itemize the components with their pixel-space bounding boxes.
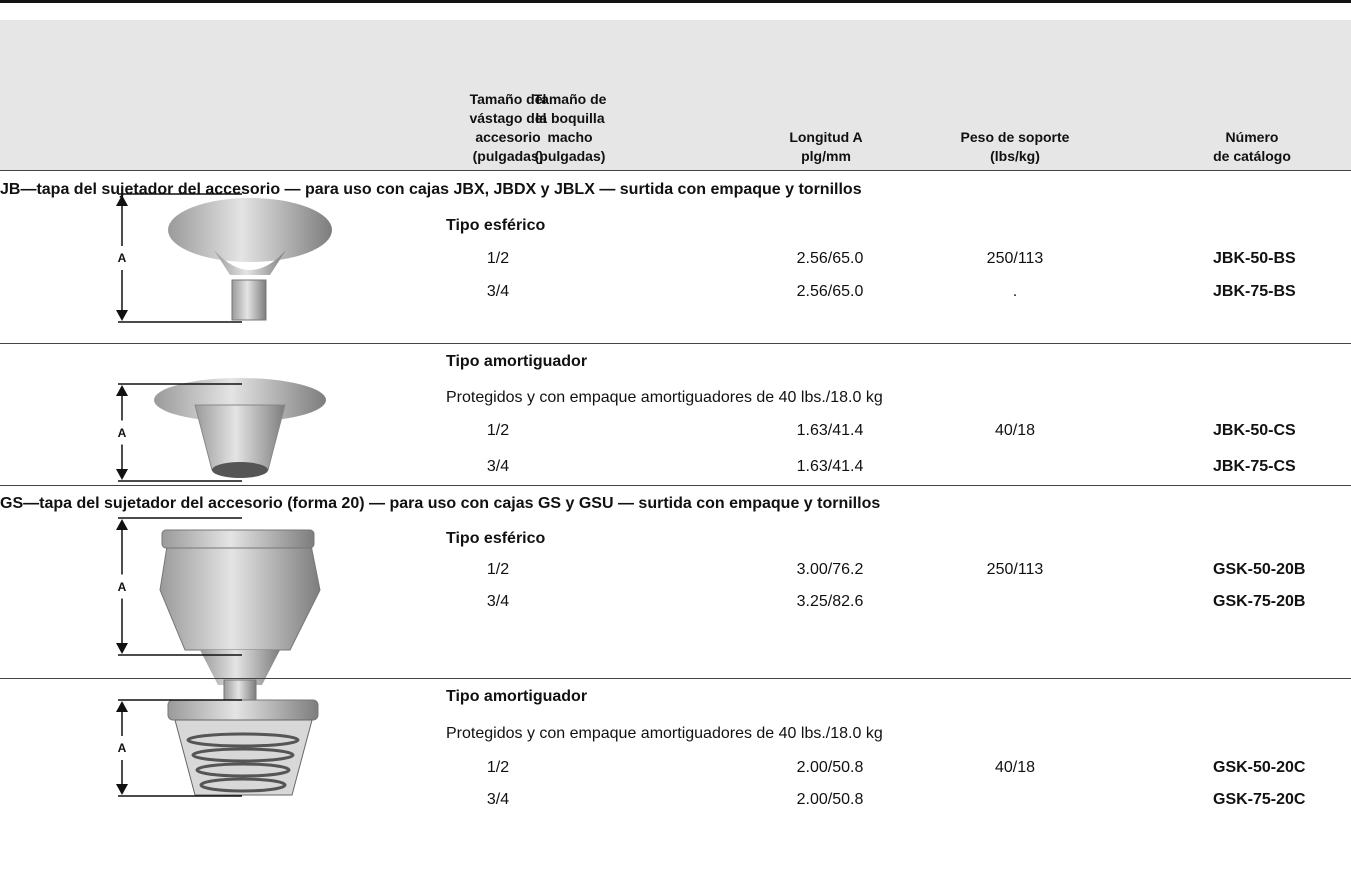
group-type: Tipo esférico — [446, 217, 546, 234]
group-type: Tipo amortiguador — [446, 353, 588, 370]
size: 1/2 — [486, 759, 510, 776]
dimension-mark — [116, 701, 128, 712]
length: 1.63/41.4 — [796, 422, 864, 439]
section-title: GS—tapa del sujetador del accesorio (for… — [0, 495, 881, 512]
top-rule — [0, 0, 1351, 3]
header-cell: accesorio — [475, 129, 541, 145]
group-note: Protegidos y con empaque amortiguadores … — [446, 725, 883, 742]
header-cell: Tamaño de — [533, 91, 607, 107]
catalog-number: GSK-75-20C — [1213, 791, 1306, 808]
size: 3/4 — [486, 283, 510, 300]
header-cell: de catálogo — [1213, 148, 1291, 164]
header-cell: Número — [1225, 129, 1279, 145]
length: 2.56/65.0 — [796, 283, 864, 300]
dimension-mark — [116, 469, 128, 480]
catalog-number: GSK-50-20B — [1213, 561, 1306, 578]
dimension-mark — [116, 310, 128, 321]
weight: 40/18 — [994, 759, 1036, 776]
dimension-mark — [116, 519, 128, 530]
length: 2.56/65.0 — [796, 250, 864, 267]
dimension-label: A — [117, 425, 127, 440]
size: 3/4 — [486, 791, 510, 808]
length: 2.00/50.8 — [796, 759, 864, 776]
length: 3.00/76.2 — [796, 561, 864, 578]
weight: 250/113 — [986, 561, 1044, 578]
length: 1.63/41.4 — [796, 458, 864, 475]
size: 3/4 — [486, 593, 510, 610]
weight: 250/113 — [986, 250, 1044, 267]
size: 1/2 — [486, 422, 510, 439]
fitting-image — [159, 529, 321, 711]
dimension-mark — [116, 385, 128, 396]
catalog-number: JBK-75-CS — [1213, 458, 1296, 475]
header-cell: vástago del — [469, 110, 547, 126]
row-rule — [0, 170, 1351, 171]
dimension-mark — [116, 643, 128, 654]
catalog-number: JBK-50-BS — [1213, 250, 1296, 267]
section-title: JB—tapa del sujetador del accesorio — pa… — [0, 181, 862, 198]
header-cell: (pulgadas) — [472, 148, 544, 164]
header-cell: la boquilla — [535, 110, 605, 126]
length: 2.00/50.8 — [796, 791, 864, 808]
weight: 40/18 — [994, 422, 1036, 439]
size: 1/2 — [486, 250, 510, 267]
fitting-image — [168, 198, 332, 321]
header-cell: Longitud A — [789, 129, 863, 145]
header-cell: Peso de soporte — [960, 129, 1070, 145]
header-cell: (lbs/kg) — [990, 148, 1040, 164]
catalog-number: JBK-50-CS — [1213, 422, 1296, 439]
group-type: Tipo esférico — [446, 530, 546, 547]
dimension-label: A — [117, 579, 127, 594]
row-rule — [0, 485, 1351, 486]
dimension-mark — [116, 195, 128, 206]
header-cell: (pulgadas) — [534, 148, 606, 164]
catalog-number: GSK-75-20B — [1213, 593, 1306, 610]
fitting-image — [154, 378, 326, 478]
group-note: Protegidos y con empaque amortiguadores … — [446, 389, 883, 406]
header-band — [0, 20, 1351, 170]
size: 3/4 — [486, 458, 510, 475]
row-rule — [0, 343, 1351, 344]
dimension-label: A — [117, 741, 127, 755]
dimension-label: A — [117, 251, 127, 265]
header-cell: plg/mm — [801, 148, 851, 164]
length: 3.25/82.6 — [796, 593, 864, 610]
fitting-image — [167, 699, 319, 796]
row-rule — [0, 678, 1351, 679]
size: 1/2 — [486, 561, 510, 578]
weight: . — [1012, 283, 1018, 300]
dimension-mark — [116, 784, 128, 795]
header-cell: Tamaño del — [469, 91, 547, 107]
group-type: Tipo amortiguador — [446, 688, 588, 705]
catalog-number: GSK-50-20C — [1213, 759, 1306, 776]
catalog-number: JBK-75-BS — [1213, 283, 1296, 300]
header-cell: macho — [547, 129, 593, 145]
